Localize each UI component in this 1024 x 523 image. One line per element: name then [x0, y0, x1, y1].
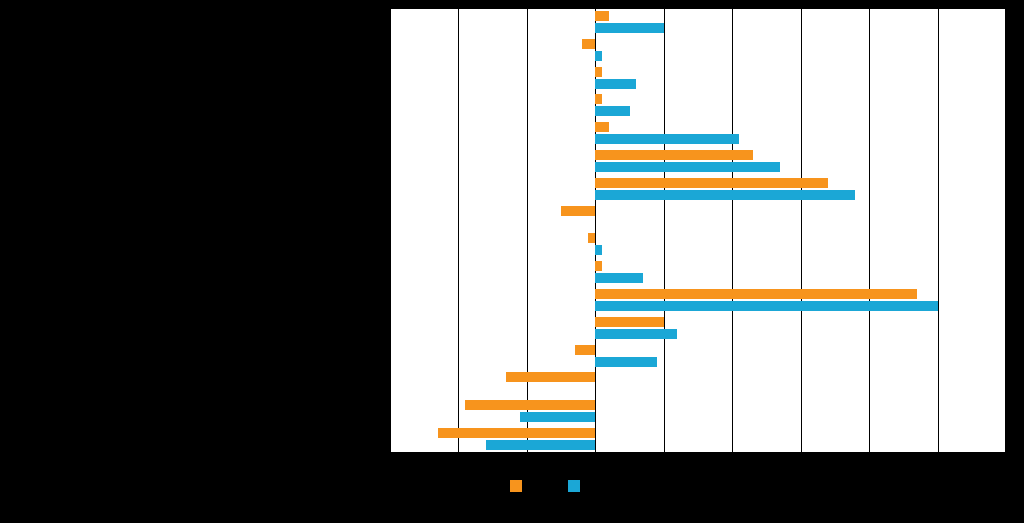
bar-series-a [595, 122, 609, 132]
bar-series-a [465, 400, 595, 410]
gridline [801, 8, 802, 453]
bar-series-b [595, 162, 780, 172]
bar-series-b [595, 301, 937, 311]
bar-series-a [595, 150, 752, 160]
bar-series-a [595, 11, 609, 21]
bar-series-b [595, 51, 602, 61]
gridline [527, 8, 528, 453]
bar-series-b [595, 245, 602, 255]
bar-series-a [582, 39, 596, 49]
bar-series-b [486, 440, 596, 450]
legend-item-b [568, 480, 586, 492]
chart-container [0, 0, 1024, 523]
legend-item-a [510, 480, 528, 492]
bar-series-b [595, 23, 663, 33]
bar-series-a [595, 261, 602, 271]
bar-series-b [595, 329, 677, 339]
bar-series-b [595, 357, 657, 367]
bar-series-a [575, 345, 596, 355]
gridline [732, 8, 733, 453]
bar-series-a [561, 206, 595, 216]
legend-swatch-b [568, 480, 580, 492]
bar-series-a [595, 67, 602, 77]
bar-series-b [520, 412, 595, 422]
bar-series-b [595, 273, 643, 283]
bar-series-a [506, 372, 595, 382]
bar-series-b [595, 79, 636, 89]
bar-series-b [595, 106, 629, 116]
gridline [938, 8, 939, 453]
gridline [664, 8, 665, 453]
bar-series-a [595, 289, 917, 299]
bar-series-b [595, 190, 855, 200]
gridline [1006, 8, 1007, 453]
gridline [390, 8, 391, 453]
bar-series-a [595, 178, 828, 188]
bar-series-a [595, 317, 663, 327]
plot-area [390, 8, 1006, 453]
bar-series-a [438, 428, 595, 438]
legend [510, 480, 586, 492]
bar-series-b [595, 134, 739, 144]
gridline [458, 8, 459, 453]
gridline [869, 8, 870, 453]
bar-series-a [588, 233, 595, 243]
legend-swatch-a [510, 480, 522, 492]
bar-series-a [595, 94, 602, 104]
